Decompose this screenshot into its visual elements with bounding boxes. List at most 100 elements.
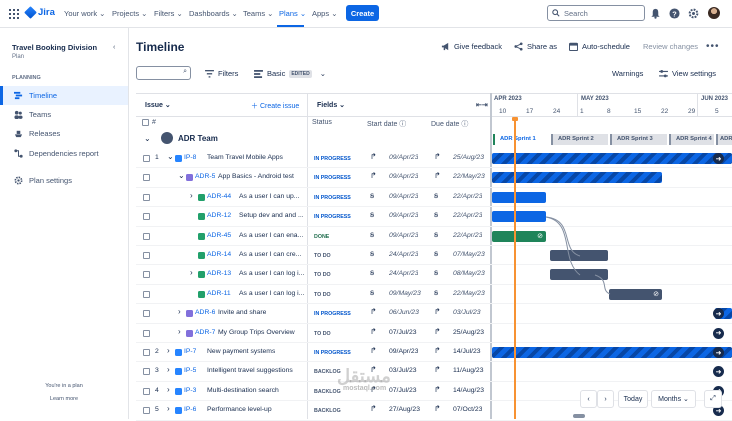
row-checkbox[interactable] (143, 155, 150, 162)
issue-key-link[interactable]: ADR-14 (207, 251, 232, 258)
today-button[interactable]: Today (618, 390, 648, 408)
issue-summary[interactable]: Performance level-up (207, 406, 272, 414)
warnings-button[interactable]: Warnings (612, 69, 644, 78)
auto-schedule-button[interactable]: Auto-schedule (569, 42, 630, 51)
nav-filters[interactable]: Filters ⌄ (154, 9, 183, 18)
horizontal-scrollbar[interactable] (573, 414, 585, 418)
start-date[interactable]: 24/Apr/23 (389, 270, 419, 278)
table-row[interactable]: › ADR-13 As a user I can log i... TO DO ꞩ 24/… (136, 265, 732, 285)
issue-key-link[interactable]: IP-8 (184, 154, 197, 161)
row-checkbox[interactable] (143, 407, 150, 415)
issue-summary[interactable]: Setup dev and and ... (239, 212, 304, 220)
sprint-chip[interactable]: ADR Sprint 3 (610, 134, 667, 145)
notifications-icon[interactable] (650, 8, 661, 19)
sidebar-item-dependencies-report[interactable]: Dependencies report (0, 144, 128, 163)
expand-chevron-icon[interactable]: ⌄ (178, 171, 185, 181)
start-date[interactable]: 27/Aug/23 (389, 406, 420, 414)
expand-chevron-icon[interactable]: ⌄ (167, 152, 174, 161)
table-row[interactable]: ADR-11 As a user I can log i... TO DO ꞩ 09/M… (136, 285, 732, 305)
nav-apps[interactable]: Apps ⌄ (312, 9, 338, 18)
expand-chevron-icon[interactable]: › (178, 326, 181, 336)
user-avatar[interactable] (708, 7, 720, 19)
timeline-bar[interactable] (492, 211, 546, 223)
status-lozenge[interactable]: IN PROGRESS (314, 156, 351, 162)
due-date[interactable]: 08/May/23 (453, 270, 485, 278)
due-date[interactable]: 22/May/23 (453, 173, 485, 181)
jira-logo[interactable]: Jira (24, 6, 55, 19)
row-checkbox[interactable] (143, 271, 150, 279)
due-date[interactable]: 14/Aug/23 (453, 386, 484, 394)
due-date[interactable]: 14/Jul/23 (453, 348, 481, 355)
expand-chevron-icon[interactable]: › (178, 307, 181, 317)
scroll-to-bar-arrow-icon[interactable]: ➜ (713, 308, 724, 320)
table-row[interactable]: › ADR-44 As a user I can up... IN PROGRESS ꞩ… (136, 188, 732, 208)
issue-key-link[interactable]: ADR-13 (207, 270, 232, 278)
filters-button[interactable]: Filters (205, 69, 238, 78)
issue-summary[interactable]: App Basics - Android test (218, 173, 294, 181)
fullscreen-icon[interactable]: ⤢ (704, 390, 722, 408)
review-changes-button[interactable]: Review changes (643, 42, 699, 51)
issue-key-link[interactable]: IP-7 (184, 348, 197, 355)
nav-your-work[interactable]: Your work ⌄ (64, 9, 106, 18)
due-date[interactable]: 07/May/23 (453, 251, 485, 258)
scroll-to-bar-arrow-icon[interactable]: ➜ (713, 405, 724, 417)
create-button[interactable]: Create (346, 5, 379, 21)
sprint-chip[interactable]: ADR Sprint 4 (669, 134, 714, 145)
issue-key-link[interactable]: ADR-7 (195, 328, 216, 336)
collapse-columns-icon[interactable]: ⇤⇥ (476, 102, 488, 109)
nav-plans[interactable]: Plans ⌄ (279, 9, 307, 18)
expand-chevron-icon[interactable]: › (190, 190, 193, 200)
scroll-to-bar-arrow-icon[interactable]: ➜ (713, 366, 724, 378)
table-row[interactable]: ⌄ ADR-5 App Basics - Android test IN PROGRE… (136, 168, 732, 188)
timeline-bar[interactable]: ⊘ (492, 230, 546, 242)
row-checkbox[interactable] (143, 232, 150, 240)
team-row[interactable]: ⌄ ADR Team (136, 129, 491, 149)
issue-key-link[interactable]: IP-6 (184, 406, 197, 414)
table-row[interactable]: ADR-45 As a user I can ena... DONE ꞩ 09/Apr/… (136, 227, 732, 246)
status-lozenge[interactable]: TO DO (314, 272, 331, 279)
row-checkbox[interactable] (143, 387, 150, 395)
expand-chevron-icon[interactable]: › (167, 365, 170, 375)
issue-summary[interactable]: Intelligent travel suggestions (207, 367, 293, 375)
timeline-bar[interactable]: ⊘ (609, 288, 662, 300)
issue-key-link[interactable]: ADR-12 (207, 212, 232, 220)
table-row[interactable]: 1 ⌄ IP-8 Team Travel Mobile Apps IN PROGRESS… (136, 149, 732, 169)
issue-summary[interactable]: Invite and share (218, 309, 267, 317)
start-date[interactable]: 09/Apr/23 (389, 212, 419, 220)
row-checkbox[interactable] (143, 193, 150, 201)
nav-projects[interactable]: Projects ⌄ (112, 9, 148, 18)
start-date[interactable]: 09/Apr/23 (389, 173, 419, 181)
start-date[interactable]: 07/Jul/23 (389, 386, 417, 394)
app-switcher-icon[interactable] (9, 9, 19, 19)
due-date[interactable]: 22/May/23 (453, 289, 485, 297)
due-date[interactable]: 22/Apr/23 (453, 231, 483, 239)
start-date[interactable]: 09/Apr/23 (389, 154, 419, 161)
status-lozenge[interactable]: BACKLOG (314, 408, 341, 415)
timeline-bar[interactable] (492, 153, 732, 164)
issue-key-link[interactable]: ADR-44 (207, 192, 232, 200)
scroll-left-button[interactable]: ‹ (580, 390, 597, 408)
timeline-scale-select[interactable]: Months ⌄ (651, 390, 696, 408)
expand-chevron-icon[interactable]: › (167, 346, 170, 355)
due-date[interactable]: 11/Aug/23 (453, 367, 484, 375)
collapse-sidebar-icon[interactable]: ‹ (113, 44, 116, 51)
row-checkbox[interactable] (143, 290, 150, 298)
issue-summary[interactable]: As a user I can up... (239, 192, 300, 200)
sidebar-item-releases[interactable]: Releases (0, 124, 128, 143)
table-row[interactable]: › ADR-7 My Group Trips Overview TO DO ↱ 07/Ju… (136, 324, 732, 343)
timeline-bar[interactable] (550, 250, 608, 261)
expand-chevron-icon[interactable]: › (167, 384, 170, 394)
status-lozenge[interactable]: IN PROGRESS (314, 194, 351, 201)
status-lozenge[interactable]: DONE (314, 233, 330, 240)
issue-summary[interactable]: Multi-destination search (207, 386, 279, 394)
issue-key-link[interactable]: ADR-11 (207, 289, 231, 297)
nav-dashboards[interactable]: Dashboards ⌄ (189, 9, 238, 18)
start-date[interactable]: 09/Apr/23 (389, 231, 419, 239)
learn-more-link[interactable]: Learn more (49, 396, 79, 402)
row-checkbox[interactable] (143, 174, 150, 182)
due-date[interactable]: 03/Jul/23 (453, 309, 481, 317)
issue-summary[interactable]: As a user I can cre... (239, 251, 302, 258)
settings-gear-icon[interactable] (688, 8, 699, 19)
start-date[interactable]: 24/Apr/23 (389, 251, 419, 258)
sidebar-item-plan-settings[interactable]: Plan settings (0, 171, 128, 190)
